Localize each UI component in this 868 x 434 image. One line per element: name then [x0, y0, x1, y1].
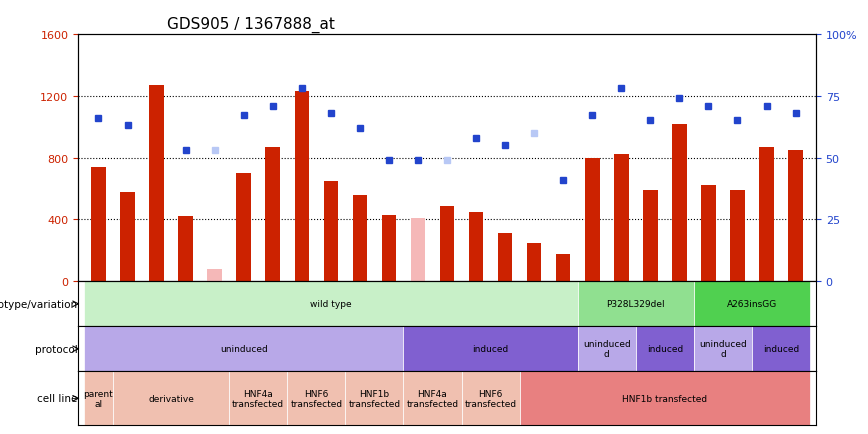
FancyBboxPatch shape — [462, 372, 520, 425]
Bar — [701, 186, 716, 282]
Text: uninduced: uninduced — [220, 345, 267, 353]
Text: P328L329del: P328L329del — [607, 299, 665, 309]
Bar — [324, 181, 339, 282]
Text: derivative: derivative — [148, 394, 194, 403]
Bar — [149, 85, 164, 282]
Text: induced: induced — [763, 345, 799, 353]
Bar — [556, 255, 570, 282]
FancyBboxPatch shape — [694, 326, 752, 372]
Text: HNF4a
transfected: HNF4a transfected — [232, 389, 285, 408]
Bar — [266, 148, 280, 282]
Text: induced: induced — [472, 345, 509, 353]
Bar — [236, 174, 251, 282]
Bar — [411, 218, 425, 282]
Bar — [730, 191, 745, 282]
FancyBboxPatch shape — [113, 372, 229, 425]
FancyBboxPatch shape — [84, 326, 404, 372]
Bar — [527, 243, 542, 282]
Bar — [643, 191, 658, 282]
FancyBboxPatch shape — [752, 326, 810, 372]
Text: uninduced
d: uninduced d — [699, 339, 746, 358]
Bar — [121, 192, 135, 282]
Text: cell line: cell line — [37, 393, 77, 403]
FancyBboxPatch shape — [520, 372, 810, 425]
FancyBboxPatch shape — [404, 326, 578, 372]
FancyBboxPatch shape — [578, 282, 694, 326]
Bar — [382, 215, 396, 282]
Text: GDS905 / 1367888_at: GDS905 / 1367888_at — [167, 17, 334, 33]
Bar — [352, 195, 367, 282]
Bar — [294, 92, 309, 282]
Text: induced: induced — [647, 345, 683, 353]
Bar — [585, 158, 600, 282]
Bar — [760, 148, 773, 282]
FancyBboxPatch shape — [636, 326, 694, 372]
Text: HNF4a
transfected: HNF4a transfected — [406, 389, 458, 408]
Bar — [614, 155, 628, 282]
Text: uninduced
d: uninduced d — [583, 339, 631, 358]
Text: HNF6
transfected: HNF6 transfected — [290, 389, 342, 408]
Bar — [207, 270, 222, 282]
FancyBboxPatch shape — [694, 282, 810, 326]
Bar — [672, 124, 687, 282]
FancyBboxPatch shape — [578, 326, 636, 372]
Text: HNF1b
transfected: HNF1b transfected — [348, 389, 400, 408]
Text: wild type: wild type — [310, 299, 352, 309]
FancyBboxPatch shape — [404, 372, 462, 425]
FancyBboxPatch shape — [345, 372, 404, 425]
Text: A263insGG: A263insGG — [727, 299, 777, 309]
FancyBboxPatch shape — [229, 372, 287, 425]
Text: HNF1b transfected: HNF1b transfected — [622, 394, 707, 403]
Bar — [469, 212, 483, 282]
Bar — [498, 234, 512, 282]
Bar — [91, 168, 106, 282]
FancyBboxPatch shape — [84, 372, 113, 425]
FancyBboxPatch shape — [84, 282, 578, 326]
FancyBboxPatch shape — [287, 372, 345, 425]
Bar — [178, 217, 193, 282]
Bar — [788, 151, 803, 282]
Bar — [440, 206, 454, 282]
Text: genotype/variation: genotype/variation — [0, 299, 77, 309]
Text: HNF6
transfected: HNF6 transfected — [464, 389, 516, 408]
Text: parent
al: parent al — [83, 389, 114, 408]
Text: protocol: protocol — [35, 344, 77, 354]
